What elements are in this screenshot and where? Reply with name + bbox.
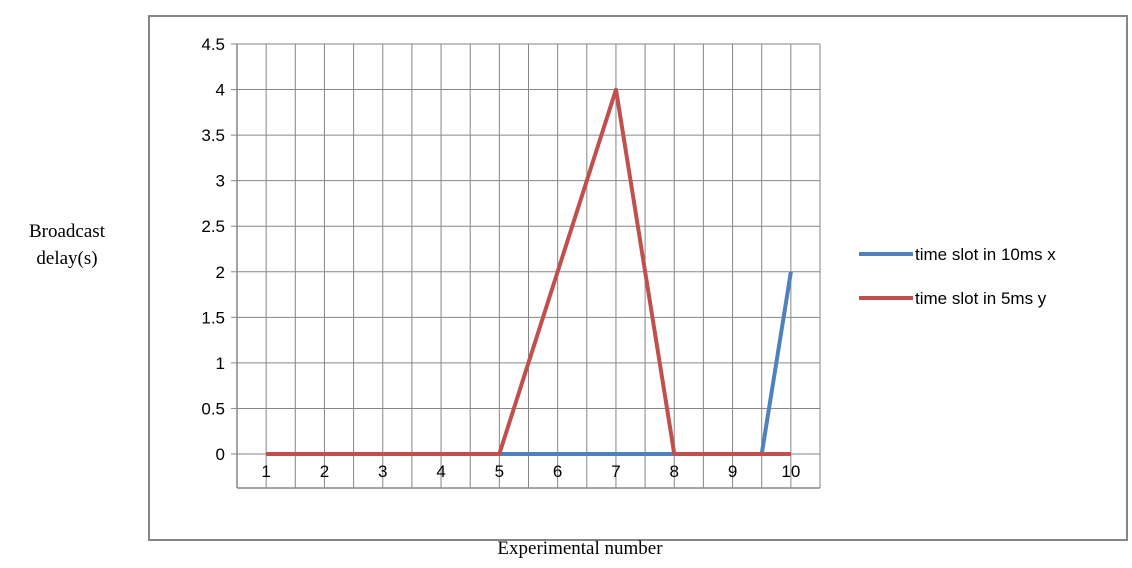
y-axis-label-line2: delay(s) <box>36 248 98 269</box>
legend-label: time slot in 5ms y <box>915 289 1047 308</box>
x-tick-label: 3 <box>378 462 387 481</box>
x-tick-label: 8 <box>670 462 679 481</box>
y-tick-label: 3 <box>216 172 225 191</box>
y-tick-label: 1 <box>216 354 225 373</box>
y-ticks: 0 0.5 1 1.5 2 2.5 3 3.5 4 4.5 <box>201 35 237 464</box>
x-tick-label: 9 <box>728 462 737 481</box>
x-tick-label: 6 <box>553 462 562 481</box>
series-line-2 <box>266 87 791 456</box>
y-tick-label: 4 <box>216 81 225 100</box>
series-lines <box>266 87 793 456</box>
axes <box>236 44 820 489</box>
x-tick-label: 10 <box>781 462 800 481</box>
x-ticks: 1 2 3 4 5 6 7 8 9 10 <box>261 462 800 481</box>
x-tick-label: 7 <box>611 462 620 481</box>
x-tick-label: 1 <box>261 462 270 481</box>
x-axis-label: Experimental number <box>497 538 663 559</box>
x-tick-label: 4 <box>436 462 445 481</box>
y-tick-label: 2 <box>216 263 225 282</box>
y-tick-label: 2.5 <box>201 217 225 236</box>
y-tick-label: 3.5 <box>201 126 225 145</box>
y-tick-label: 1.5 <box>201 308 225 327</box>
y-tick-label: 0 <box>216 445 225 464</box>
y-tick-label: 4.5 <box>201 35 225 54</box>
legend-label: time slot in 10ms x <box>915 245 1056 264</box>
y-axis-label-line1: Broadcast <box>29 221 105 242</box>
y-axis-label: Broadcast delay(s) <box>0 218 134 272</box>
legend: time slot in 10ms x time slot in 5ms y <box>859 245 1056 308</box>
x-tick-label: 2 <box>320 462 329 481</box>
y-tick-label: 0.5 <box>201 399 225 418</box>
x-tick-label: 5 <box>495 462 504 481</box>
grid <box>236 43 821 488</box>
